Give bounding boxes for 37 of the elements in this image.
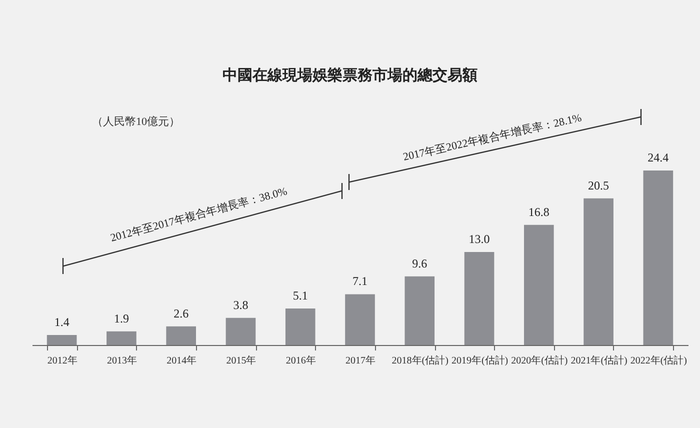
- data-label: 16.8: [528, 204, 550, 219]
- x-tick-label: 2014年: [166, 354, 197, 366]
- data-label: 2.6: [174, 306, 189, 320]
- bar: [464, 252, 494, 345]
- x-tick-label: 2018年(估計): [392, 354, 448, 366]
- bar: [345, 294, 375, 345]
- bar: [584, 198, 614, 345]
- annotation: 2012年至2017年複合年增長率：38.0%: [108, 184, 289, 244]
- data-label: 1.9: [114, 311, 129, 326]
- data-label: 3.8: [233, 298, 248, 312]
- data-label: 13.0: [468, 232, 490, 246]
- x-tick-label: 2021年(估計): [570, 354, 628, 366]
- y-axis-title: （人民幣10億元）: [92, 115, 180, 128]
- bar: [404, 276, 435, 345]
- x-tick-label: 2013年: [106, 354, 137, 366]
- text: 2017年至2022年複合年增長率：28.1%: [402, 111, 583, 164]
- bar: [285, 308, 316, 345]
- x-tick-label: 2019年(估計): [451, 354, 508, 366]
- data-label: 20.5: [588, 178, 610, 192]
- x-tick-label: 2016年: [286, 354, 316, 366]
- x-tick-label: 2022年(估計): [630, 354, 688, 366]
- bar: [524, 224, 554, 345]
- data-label: 5.1: [292, 288, 308, 303]
- data-label: 9.6: [412, 256, 428, 270]
- x-tick-label: 2017年: [346, 354, 376, 366]
- bar: [643, 170, 674, 345]
- x-tick-label: 2015年: [226, 354, 256, 366]
- data-label: 7.1: [352, 274, 368, 288]
- bar: [46, 334, 77, 345]
- chart-title: 中國在線現場娛樂票務市場的總交易額: [222, 66, 478, 84]
- data-label: 1.4: [54, 314, 70, 329]
- data-label: 24.4: [648, 150, 669, 164]
- x-tick-label: 2012年: [47, 354, 78, 366]
- x-tick-label: 2020年(估計): [511, 354, 568, 366]
- bar: [226, 318, 256, 345]
- bar: [166, 326, 196, 345]
- bar: [106, 331, 136, 345]
